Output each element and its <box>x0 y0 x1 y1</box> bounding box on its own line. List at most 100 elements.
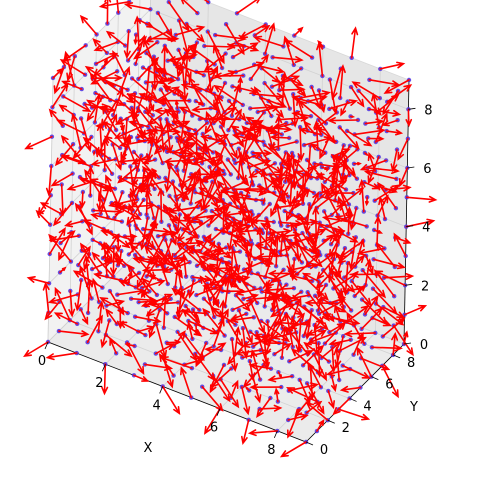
vector-arrow <box>275 319 309 327</box>
vector-arrow <box>303 341 330 363</box>
vector-arrow <box>235 126 263 135</box>
vector-arrow <box>383 273 415 280</box>
z-tick-mark <box>406 225 414 228</box>
vector-arrow <box>243 151 254 186</box>
vector-arrow <box>250 272 282 283</box>
vector-arrow <box>267 270 292 277</box>
vector-arrow <box>155 121 169 146</box>
z-tick-label: 6 <box>423 162 431 177</box>
vector-arrow <box>234 152 263 164</box>
vector-arrow <box>186 320 194 340</box>
x-tick-mark <box>44 341 49 350</box>
vector-arrow <box>382 90 399 116</box>
vector-arrow <box>303 120 316 135</box>
vector-arrow <box>214 143 226 169</box>
vector-arrow <box>231 195 254 216</box>
vector-arrow <box>198 186 225 205</box>
z-tick-label: 4 <box>422 221 430 236</box>
x-tick-mark <box>101 364 106 372</box>
y-tick-label: 2 <box>342 421 350 436</box>
vector-arrow <box>146 23 177 42</box>
vector-arrow <box>263 286 295 294</box>
vector-arrow <box>338 240 364 259</box>
vector-arrow <box>176 169 187 202</box>
vector-arrow <box>108 198 139 208</box>
vector-arrow <box>351 280 372 307</box>
vector-arrow <box>187 279 195 299</box>
vector-arrow <box>312 221 346 233</box>
vector-arrow <box>54 286 71 321</box>
vector-arrow <box>269 301 292 318</box>
vector-arrow <box>72 136 93 160</box>
vector-arrow <box>256 104 281 113</box>
vector-arrow <box>139 217 149 251</box>
vector-arrow <box>291 93 299 128</box>
vector-arrow <box>193 132 201 164</box>
vector-arrow <box>98 1 130 9</box>
vector-arrow <box>339 385 362 393</box>
vector-arrow <box>126 199 145 226</box>
vector-arrow <box>274 387 280 403</box>
vector-arrow <box>162 85 183 98</box>
vector-arrow <box>141 277 158 296</box>
vector-arrow <box>272 122 288 129</box>
vector-arrow <box>110 202 142 220</box>
vector-arrow <box>64 220 84 228</box>
vector-arrow <box>384 184 412 192</box>
vector-arrow <box>249 219 264 234</box>
vector-arrow <box>79 242 101 274</box>
vector-arrow <box>105 334 133 358</box>
vector-arrow <box>391 331 399 356</box>
vector-arrow <box>219 180 247 194</box>
vector-arrow <box>327 117 359 124</box>
vector-arrow <box>23 341 49 358</box>
vector-arrow <box>53 312 78 325</box>
vector-arrow <box>399 167 409 188</box>
vector-arrow <box>201 385 224 412</box>
vector-arrow <box>236 0 260 15</box>
vector-arrow <box>214 34 247 42</box>
vector-arrow <box>203 264 236 272</box>
vector-arrow <box>364 118 385 126</box>
vector-arrow <box>126 263 151 293</box>
vector-arrow <box>359 159 387 171</box>
y-tick-label: 6 <box>385 378 393 393</box>
vector-arrow <box>230 379 239 399</box>
y-tick-mark <box>371 376 379 381</box>
y-tick-label: 0 <box>320 443 328 458</box>
vector-arrow <box>304 309 313 341</box>
vector-arrow <box>263 171 296 179</box>
vector-arrow <box>381 119 399 127</box>
vector-arrow <box>367 135 385 142</box>
vector-arrow <box>104 0 112 25</box>
vector-arrow <box>274 201 282 227</box>
vector-arrow <box>237 76 243 91</box>
vector-arrow <box>280 325 288 359</box>
vector-arrow <box>290 348 319 374</box>
vector-arrow <box>341 160 347 176</box>
vector-arrow <box>312 233 336 253</box>
x-tick-label: 4 <box>153 398 161 413</box>
vector-arrow <box>185 209 207 225</box>
vector-arrow <box>111 143 123 171</box>
vector-arrow <box>309 189 330 209</box>
vector-arrow <box>331 153 340 187</box>
vector-arrow <box>212 317 225 348</box>
vector-arrow <box>259 125 293 133</box>
vector-arrow <box>45 352 78 361</box>
vector-arrow <box>50 172 74 187</box>
vector-arrow <box>195 100 204 106</box>
vector-arrow <box>279 294 310 303</box>
vector-arrow <box>176 182 198 201</box>
vector-arrow <box>349 207 358 231</box>
vector-arrow <box>79 308 89 326</box>
vector-arrow <box>252 35 285 48</box>
vector-arrow <box>137 325 156 333</box>
x-tick-label: 6 <box>210 421 218 436</box>
vector-arrow <box>199 173 226 183</box>
vector-arrow <box>227 221 235 252</box>
vector-arrow <box>166 160 189 190</box>
vector-arrow <box>105 308 118 325</box>
vector-arrow <box>262 197 266 205</box>
